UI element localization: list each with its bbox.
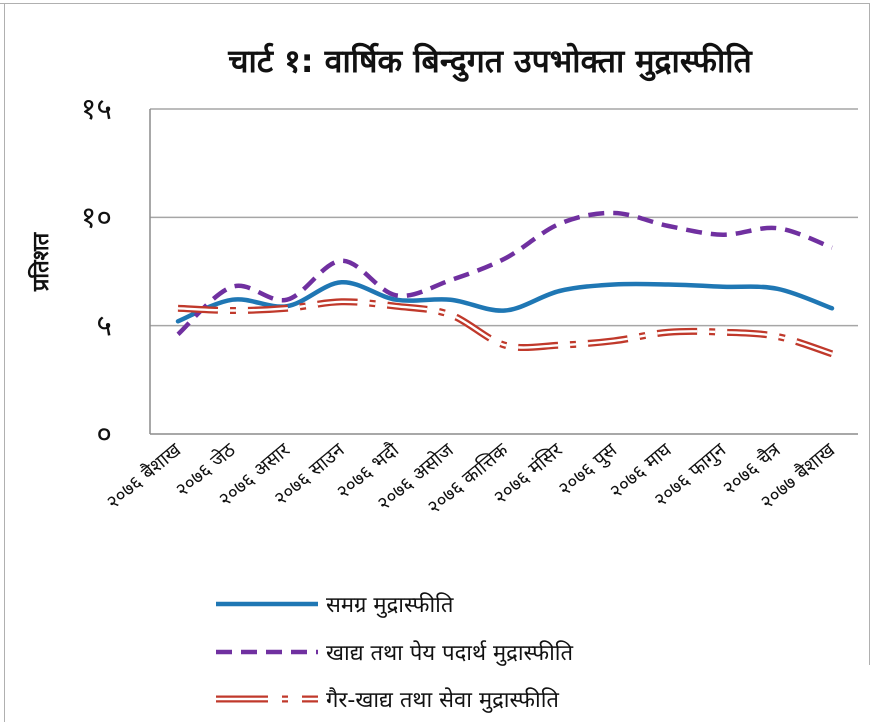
frame-left-border	[4, 3, 5, 722]
series-line-1	[176, 210, 833, 336]
series-line-2-inner	[177, 300, 833, 355]
y-tick-label-2: १०	[81, 200, 112, 235]
y-tick-label-0: ०	[96, 417, 112, 452]
axes	[149, 109, 858, 435]
legend-item-2: गैर-खाद्य तथा सेवा मुद्रास्फीति	[216, 687, 559, 713]
legend-item-1: खाद्य तथा पेय पदार्थ मुद्रास्फीति	[216, 640, 573, 666]
series-1	[176, 210, 833, 336]
legend-label-2: गैर-खाद्य तथा सेवा मुद्रास्फीति	[326, 687, 559, 713]
frame-top-border	[0, 3, 870, 4]
series-0	[175, 280, 835, 324]
gridlines	[150, 108, 858, 327]
series-line-0	[175, 280, 835, 324]
chart-title: चार्ट १: वार्षिक बिन्दुगत उपभोक्ता मुद्र…	[227, 42, 753, 82]
y-tick-labels: ० ५ १० १५	[81, 92, 112, 452]
y-tick-label-3: १५	[81, 92, 112, 127]
series-lines	[175, 210, 835, 358]
x-tick-label-0: २०७६ बैशाख	[102, 438, 186, 514]
y-axis-label: प्रतिशत	[27, 231, 54, 292]
frame-right-border	[869, 3, 870, 665]
y-tick-label-1: ५	[96, 309, 112, 344]
series-2	[177, 298, 834, 358]
legend-item-0: समग्र मुद्रास्फीति	[216, 592, 454, 618]
legend: समग्र मुद्रास्फीति खाद्य तथा पेय पदार्थ म…	[216, 592, 573, 713]
legend-label-1: खाद्य तथा पेय पदार्थ मुद्रास्फीति	[326, 640, 573, 666]
legend-label-0: समग्र मुद्रास्फीति	[326, 592, 454, 618]
